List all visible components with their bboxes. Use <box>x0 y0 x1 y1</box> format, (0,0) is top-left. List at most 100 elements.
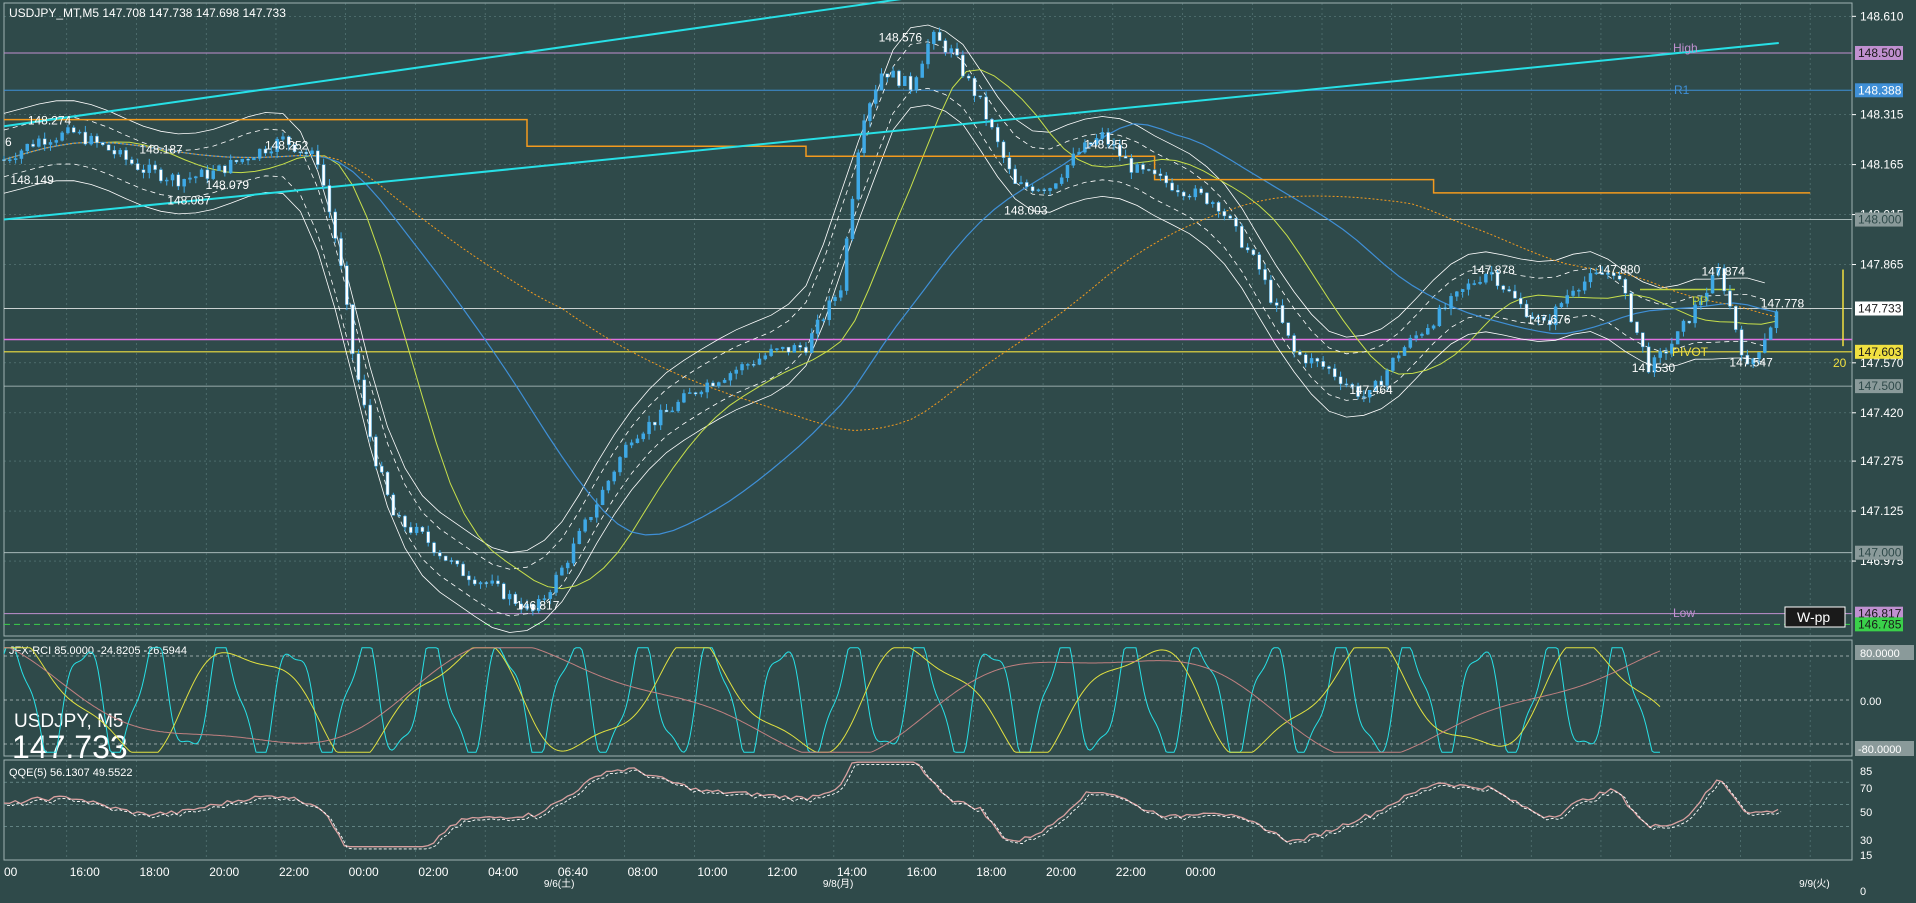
price-badge-level1475 <box>1855 379 1903 394</box>
candle-body <box>932 31 936 45</box>
candle-body <box>1048 188 1052 191</box>
candle-body <box>106 144 111 151</box>
qqe-axis: 85 70 50 30 15 0 <box>1860 766 1872 898</box>
candle-body <box>653 421 657 426</box>
price-badge-high <box>1855 45 1903 60</box>
candle-body <box>868 103 872 121</box>
candle-body <box>862 120 866 154</box>
candle-body <box>641 433 645 440</box>
candle-body <box>1303 354 1308 364</box>
upper-band-inner <box>3 41 1765 570</box>
swing-labels: 148.274 148.149 148.187 148.087 148.079 148.2… <box>10 31 1804 613</box>
candle-body <box>1652 357 1657 373</box>
candle-body <box>19 150 24 159</box>
candle-body <box>1274 302 1279 306</box>
candle-body <box>1658 351 1662 358</box>
candle-body <box>664 409 669 413</box>
candle-body <box>1716 267 1721 276</box>
orange-step-line <box>4 118 1811 194</box>
candle-body <box>1030 186 1035 192</box>
candle-body <box>101 142 105 146</box>
candle-body <box>124 149 128 160</box>
candle-body <box>531 604 535 612</box>
candle-body <box>1123 155 1128 159</box>
qqe-signal-line <box>6 763 1782 850</box>
pp-label: PP <box>1692 294 1708 308</box>
candle-body <box>908 75 913 91</box>
candle-body <box>356 353 361 381</box>
rci-tick-minus80: -80.0000 <box>1858 744 1901 756</box>
candle-body <box>1617 275 1622 280</box>
candle-body <box>955 48 959 56</box>
candle-body <box>943 40 948 53</box>
candle-body <box>926 43 930 65</box>
twenty-label: 20 <box>1833 356 1847 370</box>
candle-body <box>31 143 35 147</box>
candle-body <box>751 364 756 366</box>
candle-body <box>1391 357 1395 371</box>
candle-body <box>821 319 826 322</box>
low-label: Low <box>1673 606 1695 620</box>
candle-body <box>844 238 849 291</box>
candle-body <box>1106 132 1110 145</box>
candle-body <box>1548 319 1552 326</box>
swing-label: 147.778 <box>1761 297 1805 311</box>
price-badge-label-level148: 148.000 <box>1858 213 1902 227</box>
price-badge-r1 <box>1855 83 1903 98</box>
candle-body <box>1176 189 1180 193</box>
candle-body <box>432 542 436 553</box>
candle-body <box>269 151 274 154</box>
candle-body <box>525 604 529 610</box>
candle-body <box>560 567 564 576</box>
candle-body <box>571 543 576 564</box>
yellow-ma-line <box>3 69 1776 590</box>
qqe-header: QQE(5) 56.1307 49.5522 <box>9 767 133 779</box>
candle-body <box>164 179 169 182</box>
candle-body <box>1170 182 1174 191</box>
candle-body <box>1530 316 1535 319</box>
candle-body <box>89 135 93 145</box>
candle-body <box>298 151 303 154</box>
candle-body <box>792 345 797 353</box>
candle-body <box>1315 358 1320 362</box>
candle-body <box>565 562 570 569</box>
big-price: 147.733 <box>12 729 128 765</box>
candle-body <box>1263 269 1267 281</box>
candle-body <box>240 158 245 163</box>
candle-body <box>804 347 808 353</box>
candle-body <box>1112 144 1116 146</box>
candle-body <box>461 563 465 577</box>
wpp-box <box>1784 606 1846 628</box>
candle-body <box>542 598 547 600</box>
candle-body <box>263 148 268 154</box>
orange-dotted-ma-line <box>3 141 1776 432</box>
candle-body <box>1094 138 1099 145</box>
candle-body <box>1362 396 1366 398</box>
candle-body <box>292 144 297 153</box>
candle-body <box>1333 368 1337 378</box>
time-tick-label: 00 <box>4 865 18 879</box>
candle-body <box>1286 322 1291 336</box>
candle-body <box>2 159 6 161</box>
candle-body <box>1059 177 1064 184</box>
candle-body <box>728 373 733 381</box>
candle-body <box>1141 164 1145 170</box>
candle-body <box>763 355 768 360</box>
candle-body <box>1635 321 1639 333</box>
candle-body <box>990 119 994 128</box>
price-badge-label-r1: 148.388 <box>1858 83 1902 97</box>
candle-body <box>658 409 663 426</box>
swing-label: 147.676 <box>1527 312 1571 326</box>
candle-body <box>188 177 192 180</box>
candle-body <box>1664 351 1668 354</box>
swing-label: 146.817 <box>516 599 560 613</box>
candle-body <box>1524 303 1529 318</box>
candle-body <box>502 583 506 600</box>
candle-body <box>1501 285 1506 290</box>
candle-body <box>1100 132 1105 139</box>
candle-body <box>403 515 407 528</box>
time-tick-label: 04:00 <box>488 865 518 879</box>
candle-body <box>1292 335 1296 353</box>
candle-body <box>676 401 680 412</box>
